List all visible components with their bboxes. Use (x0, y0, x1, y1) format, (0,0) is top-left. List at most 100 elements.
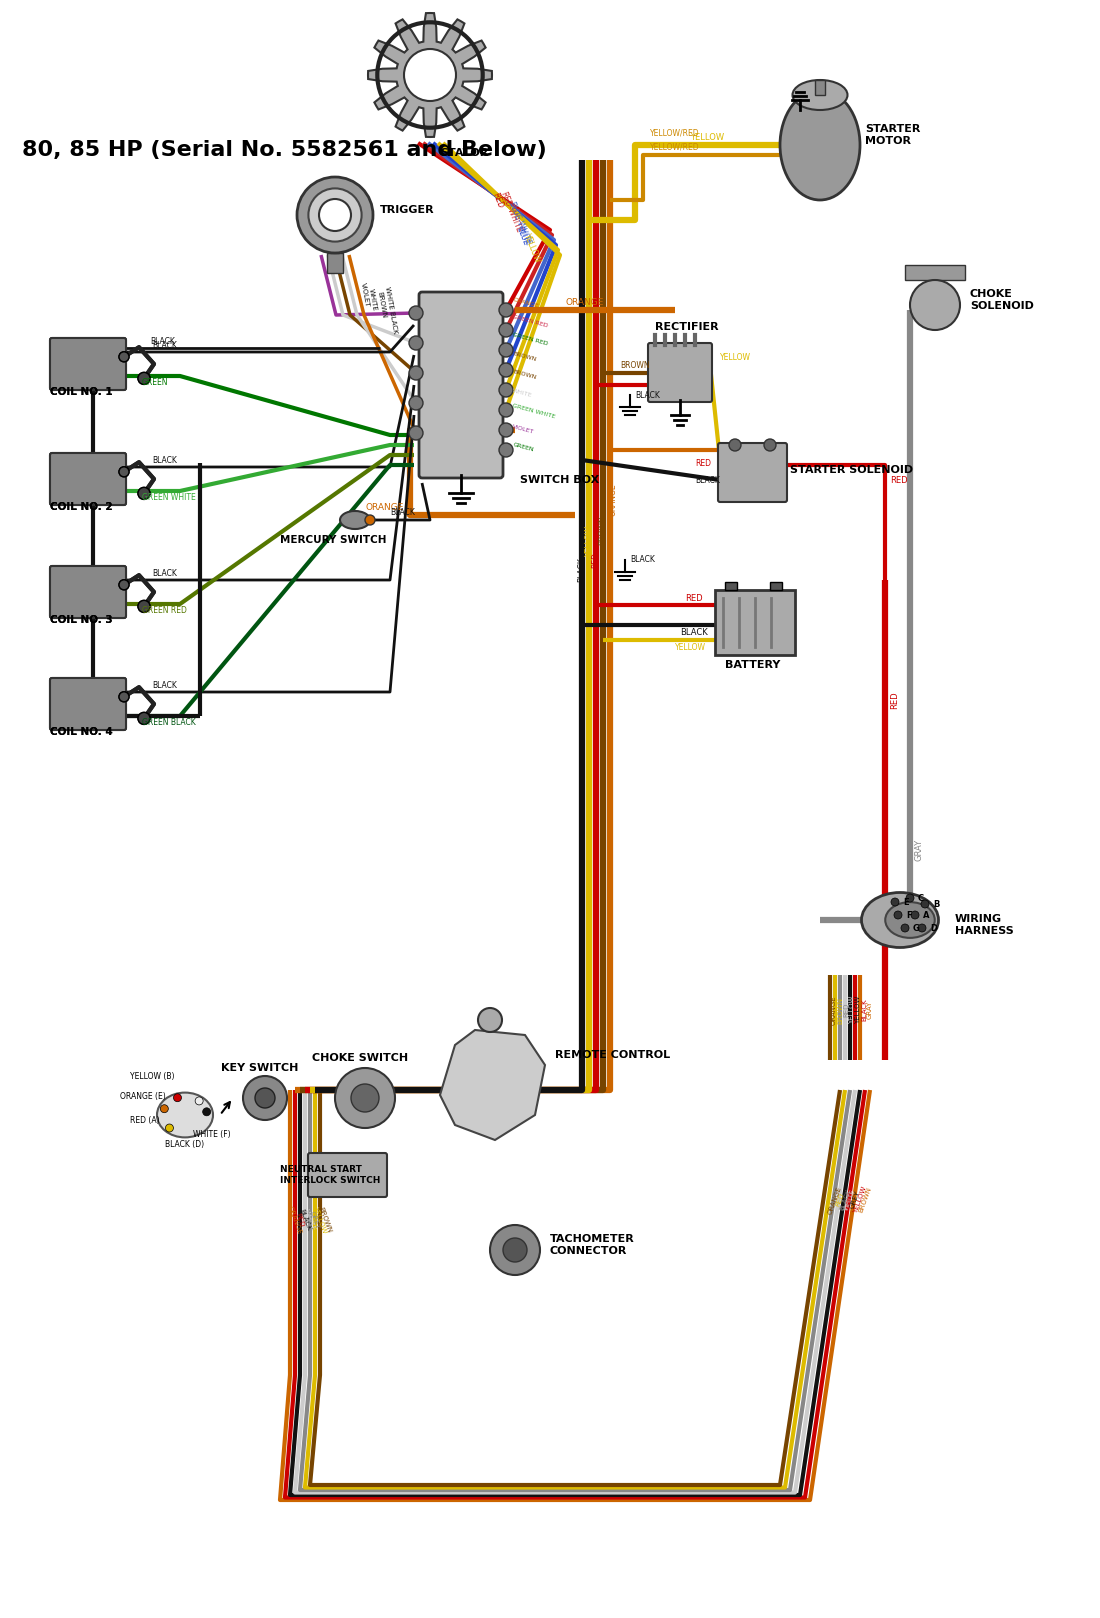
Text: BROWN: BROWN (858, 1186, 872, 1214)
Text: COIL NO. 3: COIL NO. 3 (50, 615, 112, 625)
Circle shape (174, 1094, 182, 1102)
Text: COIL NO. 4: COIL NO. 4 (50, 726, 112, 738)
Text: RED: RED (490, 191, 504, 209)
Circle shape (243, 1076, 287, 1120)
Text: YELLOW: YELLOW (675, 642, 706, 652)
Circle shape (478, 1008, 502, 1032)
Circle shape (138, 712, 150, 725)
Circle shape (891, 898, 899, 906)
Text: ORANGE: ORANGE (512, 298, 539, 309)
Circle shape (119, 579, 129, 591)
Text: VIOLET: VIOLET (360, 283, 371, 307)
Text: YELLOW: YELLOW (852, 1186, 868, 1215)
Text: YELLOW (B): YELLOW (B) (130, 1073, 175, 1081)
Text: F: F (906, 911, 912, 919)
Text: STARTER
MOTOR: STARTER MOTOR (865, 125, 921, 146)
Circle shape (138, 487, 150, 500)
Text: BROWN: BROWN (512, 369, 537, 380)
Text: D: D (930, 924, 937, 932)
Text: VIOLET: VIOLET (512, 424, 535, 434)
Text: ORANGE: ORANGE (565, 298, 604, 306)
Text: RECTIFIER: RECTIFIER (654, 322, 718, 332)
Bar (770, 582, 782, 591)
Text: GRAY: GRAY (867, 1002, 873, 1019)
Text: BROWN: BROWN (512, 351, 537, 362)
Circle shape (138, 372, 150, 385)
Text: BLACK: BLACK (152, 456, 177, 464)
Circle shape (918, 924, 926, 932)
FancyBboxPatch shape (50, 453, 127, 505)
Ellipse shape (861, 893, 938, 948)
Text: ORANGE: ORANGE (827, 1184, 843, 1215)
Circle shape (161, 1105, 168, 1113)
Circle shape (921, 900, 929, 908)
Text: 80, 85 HP (Serial No. 5582561 and Below): 80, 85 HP (Serial No. 5582561 and Below) (22, 141, 547, 160)
Text: RED: RED (685, 594, 703, 602)
Text: REMOTE CONTROL: REMOTE CONTROL (556, 1050, 670, 1060)
Text: BROWN: BROWN (620, 361, 650, 369)
Text: RED-WHITE: RED-WHITE (498, 191, 522, 233)
Text: NEUTRAL START
INTERLOCK SWITCH: NEUTRAL START INTERLOCK SWITCH (280, 1165, 381, 1184)
FancyBboxPatch shape (50, 338, 127, 390)
Text: GREEN WHITE: GREEN WHITE (142, 492, 196, 502)
Ellipse shape (886, 903, 935, 938)
Circle shape (894, 911, 902, 919)
Text: GREEN RED: GREEN RED (512, 314, 549, 328)
Text: BLACK: BLACK (150, 337, 175, 346)
Circle shape (409, 306, 424, 320)
Text: C: C (918, 893, 924, 903)
Circle shape (409, 426, 424, 440)
Text: BROWN: BROWN (318, 1207, 332, 1233)
Text: YELLOW: YELLOW (849, 995, 855, 1024)
Circle shape (409, 366, 424, 380)
Text: ORANGE: ORANGE (365, 503, 404, 511)
Text: BLACK: BLACK (838, 1188, 851, 1212)
Text: YELLOW: YELLOW (720, 353, 751, 361)
FancyBboxPatch shape (308, 1154, 387, 1197)
Circle shape (409, 396, 424, 409)
Bar (815, 79, 825, 95)
Circle shape (297, 176, 373, 252)
Text: GREEN BLACK: GREEN BLACK (142, 717, 196, 726)
Text: RED: RED (295, 1212, 306, 1228)
Ellipse shape (340, 511, 370, 529)
Circle shape (119, 351, 129, 362)
Text: ORANGE (E): ORANGE (E) (120, 1092, 166, 1102)
Text: RED: RED (890, 691, 899, 709)
FancyBboxPatch shape (50, 678, 127, 730)
Text: BROWN: BROWN (376, 291, 386, 319)
Text: COIL NO. 4: COIL NO. 4 (50, 726, 112, 738)
Text: GREEN: GREEN (142, 377, 168, 387)
Text: ORANGE: ORANGE (830, 995, 837, 1024)
Circle shape (308, 188, 362, 241)
Text: BLUE-WHITE: BLUE-WHITE (506, 201, 531, 248)
Text: YELLOW: YELLOW (690, 133, 724, 141)
Text: STATOR: STATOR (440, 147, 488, 159)
Circle shape (119, 468, 129, 477)
Ellipse shape (780, 91, 860, 201)
Text: B: B (933, 900, 939, 908)
Circle shape (119, 468, 129, 477)
Text: TRIGGER: TRIGGER (379, 205, 434, 215)
Text: BROWN: BROWN (598, 515, 607, 545)
FancyBboxPatch shape (419, 291, 503, 477)
Circle shape (119, 693, 129, 702)
FancyBboxPatch shape (648, 343, 712, 401)
Text: COIL NO. 2: COIL NO. 2 (50, 502, 112, 511)
Circle shape (404, 49, 456, 100)
Text: GREEN WHITE: GREEN WHITE (512, 403, 556, 419)
Circle shape (119, 579, 129, 591)
Text: ORANGE: ORANGE (608, 484, 617, 516)
Circle shape (138, 372, 150, 385)
Text: BLACK: BLACK (390, 508, 415, 516)
Ellipse shape (792, 79, 847, 110)
Polygon shape (440, 1031, 544, 1141)
Bar (327, 252, 343, 273)
Text: BATTERY: BATTERY (725, 660, 780, 670)
Circle shape (499, 362, 513, 377)
Circle shape (499, 422, 513, 437)
Text: BLACK: BLACK (630, 555, 654, 565)
Text: BLACK: BLACK (680, 628, 707, 636)
Circle shape (499, 303, 513, 317)
Bar (725, 582, 737, 591)
